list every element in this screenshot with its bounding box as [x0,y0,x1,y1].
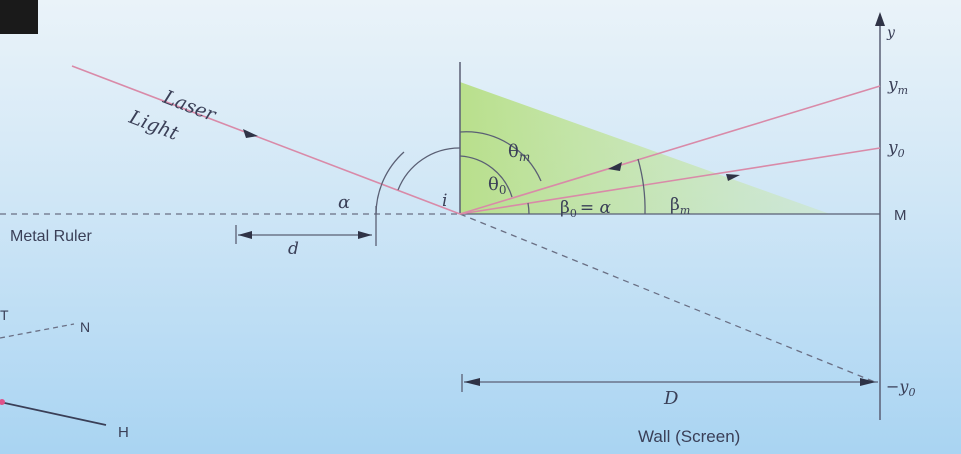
N-label: N [80,319,90,335]
minus-y0-label: −y0 [886,377,915,399]
theta-0-label: θ0 [488,174,506,197]
D-label: D [663,388,679,409]
d-label: d [288,239,299,259]
h-line [0,401,107,426]
incidence-label: i [442,191,447,211]
corner-block [0,0,38,34]
D-left-arrow [464,378,480,386]
beta-m-label: βm [670,195,690,217]
M-label: M [894,207,907,224]
beta0-arc [527,202,530,215]
beta-0-label: β0 = α [560,198,611,220]
betam-arc [637,158,646,215]
y0-label: y0 [887,138,905,160]
ray-to-y0 [459,147,881,215]
alpha-label: α [338,192,350,213]
dashed-ray-minus-y0 [459,213,876,383]
shaded-region [460,82,830,214]
metal-ruler-label: Metal Ruler [10,228,92,245]
H-label: H [118,424,129,441]
y-axis-label: y [886,25,896,41]
thetam-arc [459,131,542,182]
wall-screen-label: Wall (Screen) [638,427,740,446]
d-left-arrow [238,231,252,239]
laser-incident-ray [71,65,461,215]
y-axis-arrow [875,12,885,26]
h-point-marker [0,399,5,405]
tn-dashed-line [0,323,75,339]
incidence-arc [397,147,461,191]
T-label: T [0,307,9,323]
ray-to-ym [459,85,881,215]
theta-m-label: θm [508,141,530,164]
ym-label: ym [887,75,908,97]
ray-ym-arrowhead [608,162,622,171]
theta0-arc [459,155,513,198]
d-right-arrow [358,231,372,239]
ray-y0-arrowhead [726,174,740,181]
D-right-arrow [860,378,876,386]
incident-arrowhead [243,129,258,138]
